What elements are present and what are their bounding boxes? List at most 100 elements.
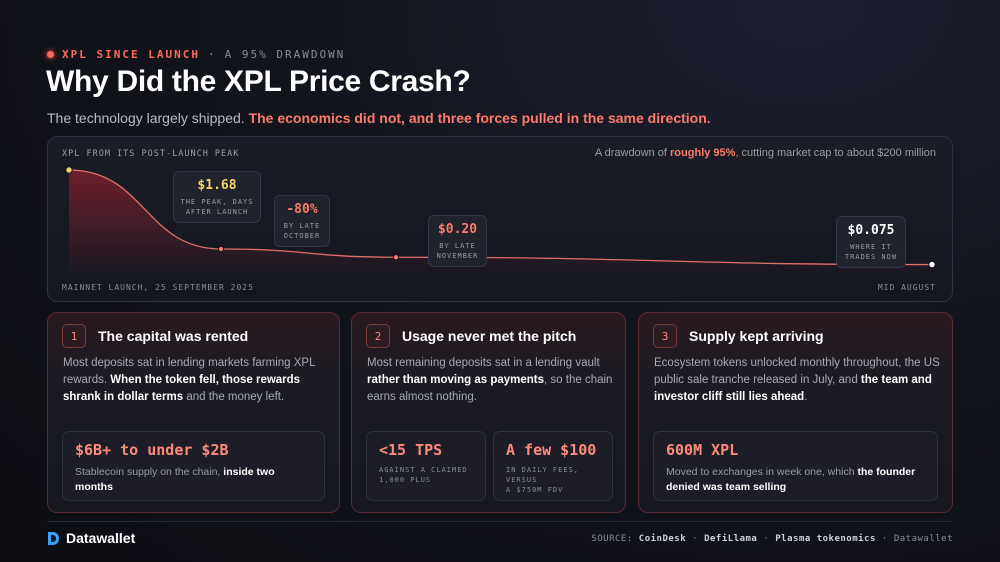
card-body-text: . xyxy=(804,391,808,403)
stat-desc-line: A $750M FDV xyxy=(506,486,564,494)
source-trailing: Datawallet xyxy=(893,534,953,544)
card-supply-arriving: 3 Supply kept arriving Ecosystem tokens … xyxy=(638,312,953,513)
stat-box: $6B+ to under $2B Stablecoin supply on t… xyxy=(62,431,325,501)
subtitle-highlight: The economics did not, and three forces … xyxy=(248,110,711,126)
card-header: 3 Supply kept arriving xyxy=(653,324,824,348)
annotation-value: $0.075 xyxy=(847,223,895,238)
annotation-desc: BY LATE OCTOBER xyxy=(281,221,323,241)
card-body-text: Most remaining deposits sat in a lending… xyxy=(367,357,600,369)
brand-name: Datawallet xyxy=(66,530,136,546)
annotation-november: $0.20 BY LATE NOVEMBER xyxy=(428,215,487,267)
stat-desc-line: 1,000 PLUS xyxy=(379,476,432,484)
card-body-bold: the team and investor cliff still lies a… xyxy=(654,374,932,403)
eyebrow-separator: · xyxy=(207,48,217,61)
card-body: Most deposits sat in lending markets far… xyxy=(63,355,325,406)
price-point xyxy=(392,254,400,261)
page-subtitle: The technology largely shipped. The econ… xyxy=(47,110,711,126)
card-body-text: Ecosystem tokens unlocked monthly throug… xyxy=(654,357,940,386)
eyebrow-muted: A 95% DRAWDOWN xyxy=(224,48,346,61)
stat-desc-text: Moved to exchanges in week one, which xyxy=(666,466,858,478)
source-separator: · xyxy=(692,534,699,544)
annotation-desc-line: OCTOBER xyxy=(283,232,321,240)
chart-note: A drawdown of roughly 95%, cutting marke… xyxy=(595,147,936,159)
card-usage-pitch: 2 Usage never met the pitch Most remaini… xyxy=(351,312,626,513)
x-axis-start-label: MAINNET LAUNCH, 25 SEPTEMBER 2025 xyxy=(62,283,254,292)
card-body-text: , so the chain earns almost nothing. xyxy=(367,374,613,403)
source-label: SOURCE: xyxy=(591,534,633,544)
chart-panel: XPL FROM ITS POST-LAUNCH PEAK A drawdown… xyxy=(47,136,953,302)
x-axis-end-label: MID AUGUST xyxy=(877,283,936,292)
status-dot-icon xyxy=(47,51,54,58)
sources: SOURCE: CoinDesk · DefiLlama · Plasma to… xyxy=(591,534,953,544)
annotation-desc-line: BY LATE xyxy=(439,242,476,250)
stat-value: 600M XPL xyxy=(666,441,739,459)
footer-divider xyxy=(47,521,953,522)
stat-desc-line: VERSUS xyxy=(506,476,538,484)
card-body-text: and the money left. xyxy=(183,391,285,403)
page-title: Why Did the XPL Price Crash? xyxy=(46,65,471,98)
annotation-now: $0.075 WHERE IT TRADES NOW xyxy=(836,216,906,268)
source-separator: · xyxy=(763,534,770,544)
card-body: Most remaining deposits sat in a lending… xyxy=(367,355,617,406)
chart-note-pre: A drawdown of xyxy=(594,147,667,159)
annotation-desc-line: THE PEAK, DAYS xyxy=(180,198,254,206)
annotation-peak: $1.68 THE PEAK, DAYS AFTER LAUNCH xyxy=(173,171,261,223)
stat-value: <15 TPS xyxy=(379,441,443,459)
stat-box-fees: A few $100 IN DAILY FEES, VERSUS A $750M… xyxy=(493,431,613,501)
card-number-badge: 3 xyxy=(653,324,677,348)
card-title: The capital was rented xyxy=(98,328,249,344)
brand: Datawallet xyxy=(47,530,135,546)
stat-box: 600M XPL Moved to exchanges in week one,… xyxy=(653,431,938,501)
annotation-value: $0.20 xyxy=(437,222,478,237)
stat-desc-bold: the founder denied was team selling xyxy=(666,466,916,493)
stat-value: $6B+ to under $2B xyxy=(75,441,229,459)
annotation-desc: THE PEAK, DAYS AFTER LAUNCH xyxy=(180,197,254,217)
stat-box-tps: <15 TPS AGAINST A CLAIMED 1,000 PLUS xyxy=(366,431,486,501)
annotation-value: -80% xyxy=(286,202,318,217)
stat-desc: AGAINST A CLAIMED 1,000 PLUS xyxy=(379,465,473,485)
price-point xyxy=(65,166,73,174)
chart-note-post: , cutting market cap to about $200 milli… xyxy=(735,147,936,159)
card-body-bold: rather than moving as payments xyxy=(367,374,545,386)
card-number-badge: 1 xyxy=(62,324,86,348)
card-title: Supply kept arriving xyxy=(689,328,824,344)
subtitle-plain: The technology largely shipped. xyxy=(47,110,245,126)
card-body: Ecosystem tokens unlocked monthly throug… xyxy=(654,355,944,406)
chart-label: XPL FROM ITS POST-LAUNCH PEAK xyxy=(62,149,240,159)
annotation-desc-line: NOVEMBER xyxy=(436,252,479,260)
card-header: 1 The capital was rented xyxy=(62,324,248,348)
price-point xyxy=(928,260,936,269)
datawallet-logo-icon xyxy=(48,531,59,545)
card-title: Usage never met the pitch xyxy=(402,328,577,344)
annotation-desc-line: WHERE IT xyxy=(850,243,892,251)
price-line xyxy=(68,169,933,266)
annotation-desc-line: TRADES NOW xyxy=(844,253,898,261)
stat-desc-text: Stablecoin supply on the chain, xyxy=(75,466,224,478)
stat-desc: Stablecoin supply on the chain, inside t… xyxy=(75,465,312,495)
stat-desc-bold: inside two months xyxy=(75,466,275,493)
annotation-desc: BY LATE NOVEMBER xyxy=(435,241,480,261)
card-header: 2 Usage never met the pitch xyxy=(366,324,576,348)
annotation-desc-line: AFTER LAUNCH xyxy=(185,208,249,216)
price-point xyxy=(217,245,225,253)
eyebrow: XPL SINCE LAUNCH · A 95% DRAWDOWN xyxy=(47,48,345,61)
annotation-value: $1.68 xyxy=(197,178,237,193)
stat-desc: IN DAILY FEES, VERSUS A $750M FDV xyxy=(506,465,600,495)
card-body-text: Most deposits sat in lending markets far… xyxy=(63,357,316,386)
stat-desc-line: AGAINST A CLAIMED xyxy=(379,466,468,474)
card-capital-rented: 1 The capital was rented Most deposits s… xyxy=(47,312,340,513)
stat-desc: Moved to exchanges in week one, which th… xyxy=(666,465,925,495)
card-body-bold: When the token fell, those rewards shran… xyxy=(63,374,301,403)
card-number-badge: 2 xyxy=(366,324,390,348)
stat-desc-line: IN DAILY FEES, xyxy=(506,466,580,474)
source-item[interactable]: DefiLlama xyxy=(704,534,758,544)
stat-value: A few $100 xyxy=(506,441,597,459)
annotation-desc-line: BY LATE xyxy=(283,222,321,230)
source-separator: · xyxy=(881,534,888,544)
chart-note-highlight: roughly 95% xyxy=(670,147,736,159)
source-item[interactable]: CoinDesk xyxy=(638,534,687,544)
source-item[interactable]: Plasma tokenomics xyxy=(775,534,876,544)
price-points xyxy=(65,166,936,269)
annotation-desc: WHERE IT TRADES NOW xyxy=(843,242,899,262)
annotation-october: -80% BY LATE OCTOBER xyxy=(274,195,330,247)
